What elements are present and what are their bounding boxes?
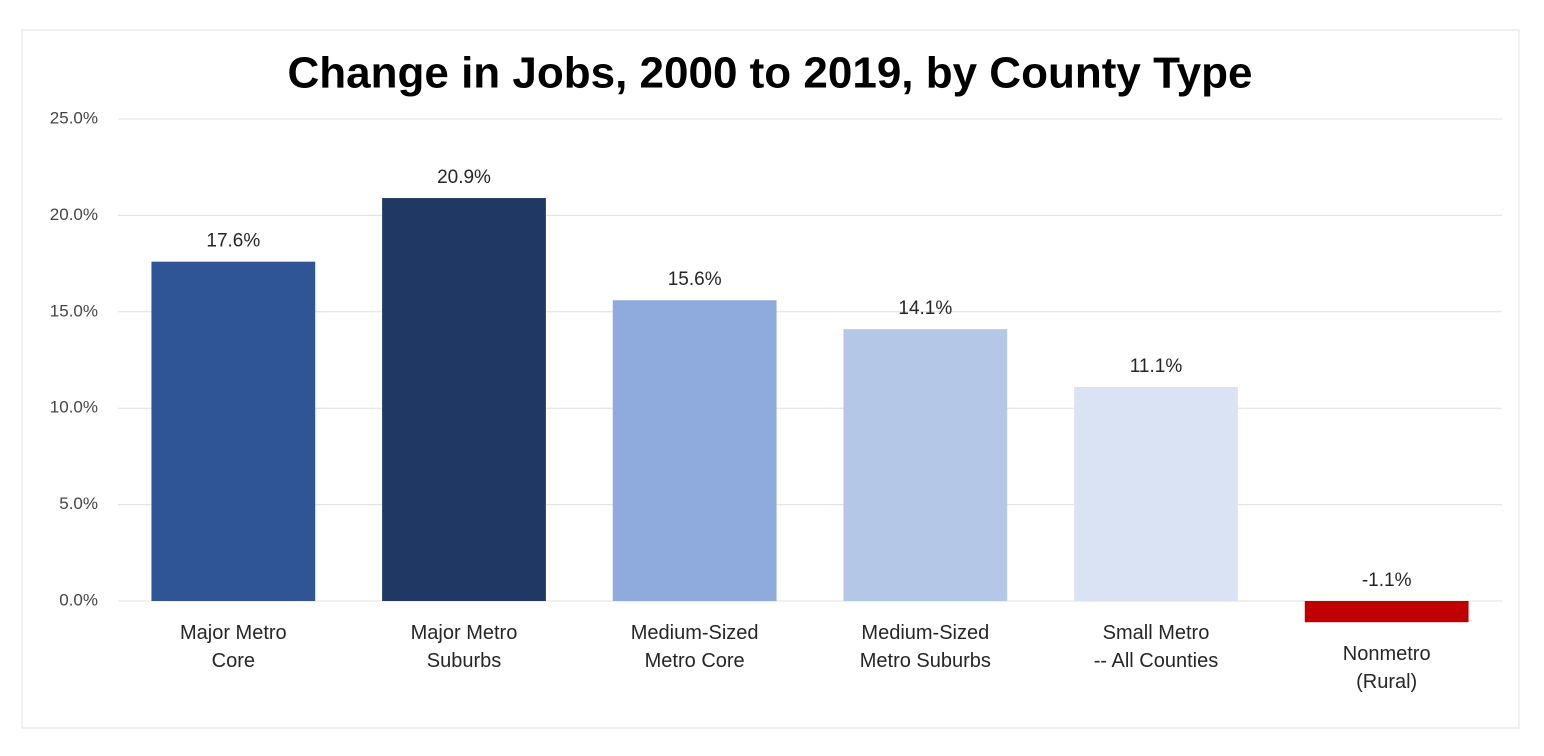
- y-tick-label: 20.0%: [50, 205, 98, 224]
- data-label: 14.1%: [898, 298, 952, 319]
- bar: [151, 261, 316, 601]
- y-tick-label: 0.0%: [59, 590, 98, 609]
- y-tick-label: 15.0%: [50, 301, 98, 320]
- data-label: 17.6%: [206, 231, 260, 252]
- data-label: 15.6%: [668, 269, 722, 290]
- x-tick-label: Medium-Sized Metro Suburbs: [859, 622, 991, 672]
- x-tick-label: Medium-Sized Metro Core: [630, 622, 759, 672]
- x-tick-label: Major Metro Core: [179, 622, 287, 672]
- y-tick-label: 25.0%: [50, 108, 98, 127]
- x-tick-label: Nonmetro (Rural): [1342, 643, 1431, 694]
- bar: [1304, 601, 1469, 623]
- data-label: 20.9%: [437, 167, 491, 188]
- x-tick-label: Major Metro Suburbs: [410, 622, 518, 672]
- x-tick-label: Small Metro -- All Counties: [1093, 622, 1219, 672]
- y-tick-label: 5.0%: [59, 494, 98, 513]
- bar: [1074, 386, 1238, 601]
- bar: [612, 300, 777, 601]
- data-label: -1.1%: [1362, 570, 1412, 591]
- chart-title: Change in Jobs, 2000 to 2019, by County …: [288, 49, 1253, 98]
- bar: [843, 329, 1008, 601]
- bar: [382, 198, 546, 601]
- data-label: 11.1%: [1130, 356, 1183, 377]
- y-tick-label: 10.0%: [50, 398, 98, 417]
